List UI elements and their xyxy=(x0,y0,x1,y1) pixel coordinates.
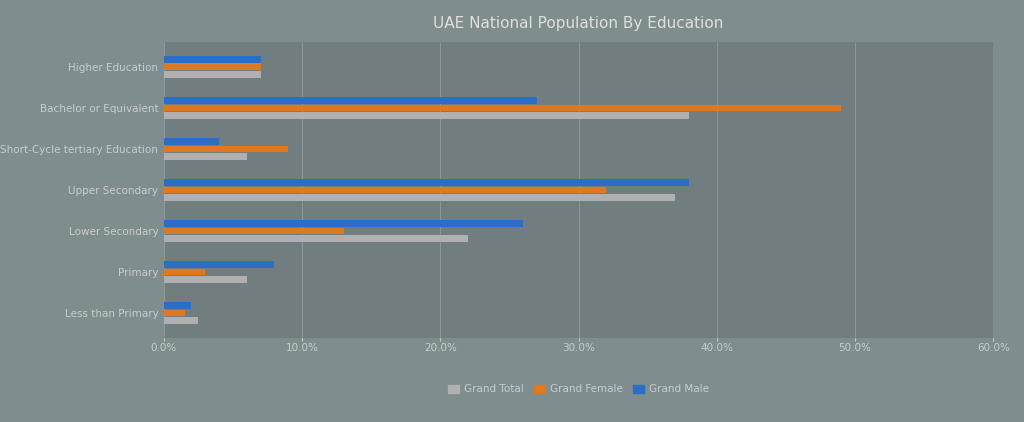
Bar xyxy=(164,227,344,234)
Bar xyxy=(164,63,260,70)
Bar xyxy=(164,187,606,193)
Bar xyxy=(164,276,247,283)
Title: UAE National Population By Education: UAE National Population By Education xyxy=(433,16,724,31)
Bar xyxy=(164,317,199,324)
Bar xyxy=(164,179,689,186)
Bar xyxy=(164,310,184,316)
Bar xyxy=(164,97,537,104)
Bar xyxy=(164,56,260,63)
Bar xyxy=(164,146,289,152)
Bar xyxy=(164,71,260,78)
Bar xyxy=(164,261,274,268)
Bar xyxy=(164,269,205,275)
Bar xyxy=(164,302,191,309)
Bar xyxy=(164,220,523,227)
Bar xyxy=(164,235,468,242)
Bar xyxy=(164,112,689,119)
Bar xyxy=(164,153,247,160)
Bar xyxy=(164,194,676,200)
Bar xyxy=(164,138,219,145)
Legend: Grand Total, Grand Female, Grand Male: Grand Total, Grand Female, Grand Male xyxy=(445,381,712,398)
Bar xyxy=(164,105,842,111)
